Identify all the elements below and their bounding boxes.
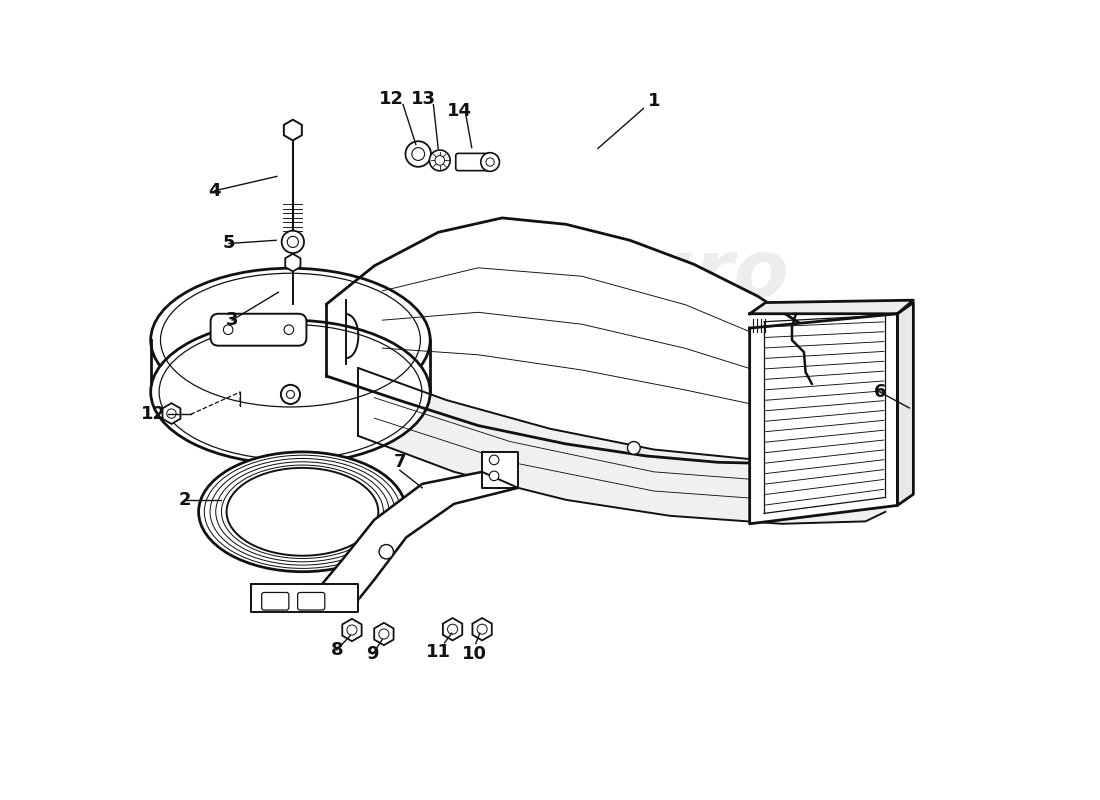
Polygon shape	[327, 218, 878, 464]
Circle shape	[490, 455, 499, 465]
Polygon shape	[750, 300, 913, 314]
Polygon shape	[310, 472, 518, 610]
Text: 6: 6	[873, 383, 887, 401]
Polygon shape	[472, 618, 492, 640]
Text: 4: 4	[208, 182, 221, 200]
Text: 1: 1	[648, 91, 660, 110]
Polygon shape	[285, 254, 300, 271]
Text: 11: 11	[426, 643, 451, 662]
Circle shape	[627, 442, 640, 454]
Text: 3: 3	[226, 311, 239, 329]
Ellipse shape	[199, 452, 406, 572]
Text: a passion for more since 1985: a passion for more since 1985	[474, 462, 706, 498]
Circle shape	[406, 142, 431, 167]
Circle shape	[284, 325, 294, 334]
Circle shape	[287, 236, 298, 247]
Polygon shape	[443, 618, 462, 640]
Circle shape	[378, 629, 389, 639]
Circle shape	[481, 153, 499, 171]
Text: euro
Parts: euro Parts	[569, 236, 803, 404]
Text: 8: 8	[330, 641, 343, 659]
FancyBboxPatch shape	[210, 314, 307, 346]
Circle shape	[223, 325, 233, 334]
Polygon shape	[482, 452, 518, 488]
Polygon shape	[342, 619, 362, 641]
Circle shape	[486, 158, 494, 166]
Circle shape	[167, 409, 176, 418]
Text: 12: 12	[141, 406, 166, 423]
Polygon shape	[163, 403, 180, 424]
Ellipse shape	[151, 268, 430, 412]
Circle shape	[346, 625, 358, 635]
Text: 10: 10	[462, 645, 486, 663]
Circle shape	[477, 624, 487, 634]
Polygon shape	[898, 302, 913, 506]
Circle shape	[448, 624, 458, 634]
Text: 9: 9	[366, 645, 379, 663]
Text: 12: 12	[379, 90, 405, 108]
Circle shape	[286, 390, 295, 398]
Polygon shape	[374, 623, 394, 645]
Polygon shape	[284, 120, 301, 141]
Text: 13: 13	[411, 90, 437, 108]
Circle shape	[429, 150, 450, 170]
Ellipse shape	[227, 468, 378, 556]
Text: 5: 5	[222, 234, 235, 253]
Text: 2: 2	[179, 491, 191, 509]
Polygon shape	[359, 368, 886, 524]
Circle shape	[282, 230, 304, 253]
FancyBboxPatch shape	[262, 593, 289, 610]
Circle shape	[490, 471, 499, 481]
Text: 7: 7	[394, 454, 406, 471]
Polygon shape	[750, 314, 898, 524]
Circle shape	[379, 545, 394, 559]
Polygon shape	[251, 584, 359, 612]
Circle shape	[434, 156, 444, 166]
FancyBboxPatch shape	[298, 593, 324, 610]
FancyBboxPatch shape	[455, 154, 488, 170]
Circle shape	[411, 148, 425, 161]
Circle shape	[280, 385, 300, 404]
Ellipse shape	[151, 320, 430, 464]
Text: 14: 14	[448, 102, 472, 120]
